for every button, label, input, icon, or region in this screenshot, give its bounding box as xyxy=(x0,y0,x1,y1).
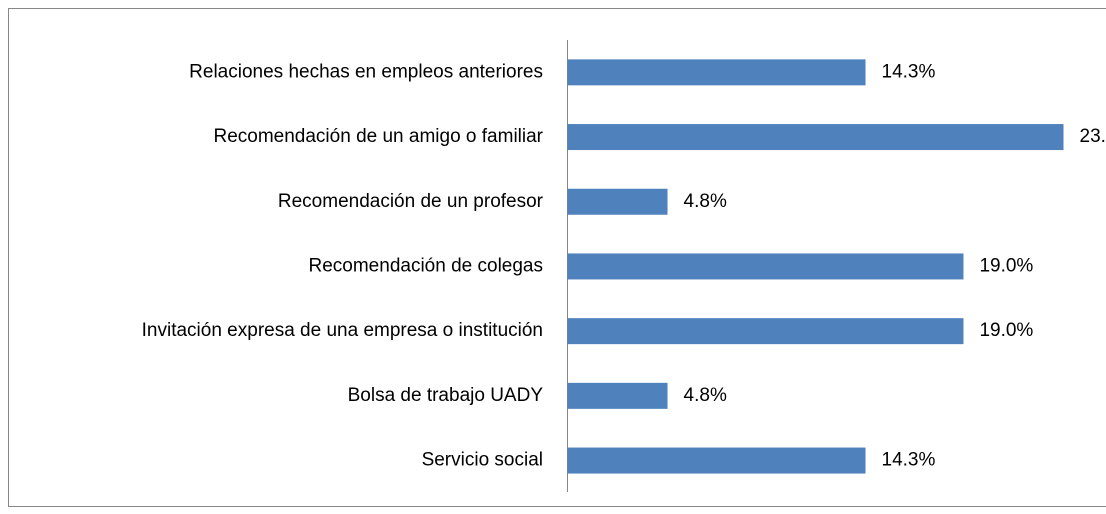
bar xyxy=(567,447,866,474)
bar xyxy=(567,382,668,409)
y-tick-label: Recomendación de colegas xyxy=(309,255,544,276)
bar xyxy=(567,188,668,215)
y-tick-label: Relaciones hechas en empleos anteriores xyxy=(189,61,543,82)
y-tick-label: Servicio social xyxy=(422,450,543,471)
y-tick-label: Invitación expresa de una empresa o inst… xyxy=(142,320,543,341)
data-label: 19.0% xyxy=(979,255,1033,276)
data-label: 19.0% xyxy=(979,320,1033,341)
y-tick-label: Recomendación de un profesor xyxy=(278,191,544,212)
data-label: 14.3% xyxy=(882,450,936,471)
y-tick-label: Recomendación de un amigo o familiar xyxy=(213,126,543,147)
data-label: 23.8% xyxy=(1080,126,1106,147)
data-label: 14.3% xyxy=(882,61,936,82)
bar xyxy=(567,253,964,280)
data-label: 4.8% xyxy=(684,191,727,212)
bar xyxy=(567,124,1064,151)
data-label: 4.8% xyxy=(684,385,727,406)
bar xyxy=(567,318,964,345)
y-tick-label: Bolsa de trabajo UADY xyxy=(348,385,544,406)
bar xyxy=(567,59,866,86)
